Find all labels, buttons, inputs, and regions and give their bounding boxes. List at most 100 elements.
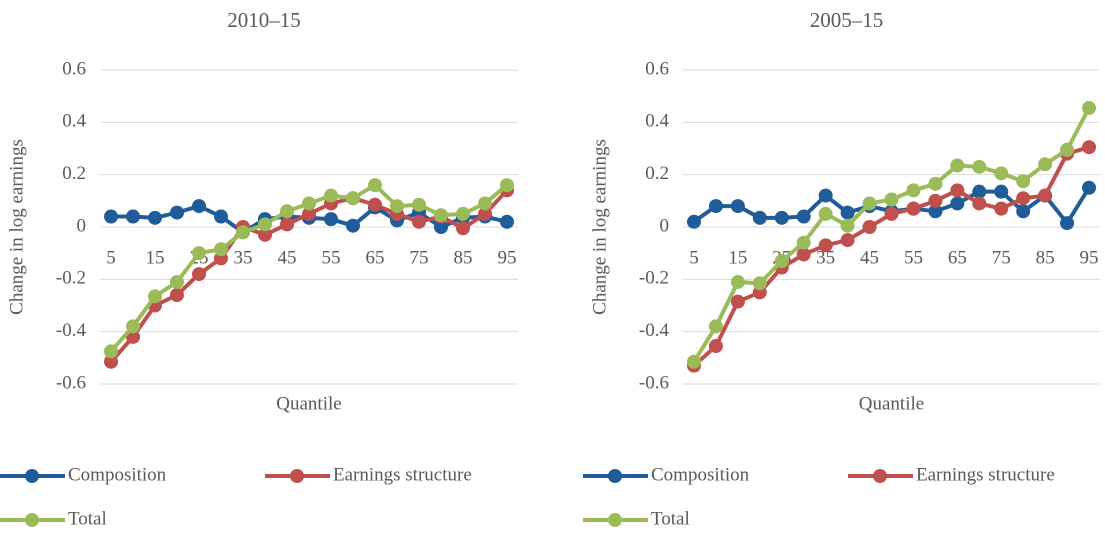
data-point: [170, 205, 184, 220]
x-tick-label: 5: [106, 247, 116, 268]
data-point: [192, 267, 206, 282]
data-point: [928, 176, 943, 191]
data-point: [368, 178, 382, 193]
data-point: [170, 288, 184, 303]
data-point: [994, 166, 1009, 181]
y-tick-label: 0.6: [62, 58, 86, 79]
x-tick-label: 15: [146, 247, 165, 268]
data-point: [840, 233, 855, 248]
data-point: [884, 206, 899, 221]
data-point: [994, 201, 1009, 216]
x-tick-label: 45: [860, 247, 879, 268]
legend-label: Earnings structure: [916, 464, 1055, 485]
data-point: [818, 206, 833, 221]
data-point: [950, 196, 965, 211]
data-point: [302, 206, 316, 221]
y-axis-label: Change in log earnings: [589, 139, 610, 315]
y-tick-label: -0.6: [56, 372, 86, 393]
data-point: [192, 246, 206, 261]
data-point: [708, 339, 723, 354]
data-point: [1016, 204, 1031, 219]
y-tick-label: 0.6: [645, 58, 669, 79]
series-line: [692, 107, 1091, 363]
data-point: [214, 242, 228, 257]
data-point: [456, 221, 470, 236]
data-point: [302, 196, 316, 211]
data-point: [500, 214, 514, 229]
data-point: [258, 227, 272, 242]
data-point: [1038, 157, 1053, 172]
y-tick-label: -0.4: [56, 320, 87, 341]
data-point: [730, 274, 745, 289]
y-tick-label: -0.4: [639, 320, 670, 341]
data-point: [280, 204, 294, 219]
x-tick-label: 75: [410, 247, 429, 268]
legend-label: Composition: [651, 464, 750, 485]
data-point: [236, 225, 250, 240]
data-point: [862, 196, 877, 211]
data-point: [126, 209, 140, 224]
data-point: [928, 204, 943, 219]
data-point: [478, 196, 492, 211]
x-tick-label: 55: [904, 247, 923, 268]
data-point: [730, 294, 745, 309]
data-point: [994, 184, 1009, 199]
chart-title: 2010–15: [227, 8, 301, 32]
chart-title: 2005–15: [810, 8, 884, 32]
x-tick-label: 75: [992, 247, 1011, 268]
data-point: [1016, 191, 1031, 206]
y-tick-label: -0.6: [639, 372, 669, 393]
data-point: [148, 210, 162, 225]
data-point: [950, 158, 965, 173]
data-point: [456, 206, 470, 221]
data-point: [500, 178, 514, 193]
x-tick-label: 85: [454, 247, 473, 268]
data-point: [840, 218, 855, 233]
data-point: [478, 206, 492, 221]
data-point: [730, 199, 745, 214]
y-tick-label: 0: [77, 215, 87, 236]
legend-marker: [608, 469, 622, 483]
x-tick-label: 55: [322, 247, 341, 268]
data-point: [708, 199, 723, 214]
data-point: [390, 199, 404, 214]
data-point: [346, 218, 360, 233]
y-tick-label: 0: [660, 215, 670, 236]
data-point: [324, 188, 338, 203]
data-point: [258, 217, 272, 232]
legend-marker: [873, 469, 887, 483]
data-point: [906, 183, 921, 198]
x-tick-label: 85: [1036, 247, 1055, 268]
data-point: [972, 184, 987, 199]
data-point: [434, 220, 448, 234]
data-point: [1082, 180, 1097, 195]
legend-label: Total: [651, 508, 690, 529]
data-point: [796, 247, 811, 262]
data-point: [214, 209, 228, 224]
data-point: [818, 238, 833, 253]
data-point: [686, 354, 701, 369]
data-point: [884, 192, 899, 207]
data-point: [928, 193, 943, 208]
data-point: [412, 197, 426, 212]
data-point: [796, 209, 811, 224]
x-tick-label: 35: [816, 247, 835, 268]
data-point: [1060, 142, 1075, 157]
legend-marker: [290, 469, 304, 483]
data-point: [434, 208, 448, 223]
data-point: [774, 254, 789, 269]
x-tick-label: 45: [278, 247, 297, 268]
legend-marker: [25, 513, 39, 527]
y-tick-label: 0.4: [645, 111, 669, 132]
data-point: [104, 209, 118, 224]
x-tick-label: 5: [689, 247, 699, 268]
y-tick-label: -0.2: [639, 268, 669, 289]
data-point: [412, 214, 426, 229]
legend-marker: [25, 469, 39, 483]
data-point: [752, 210, 767, 225]
data-point: [686, 214, 701, 229]
x-tick-label: 35: [234, 247, 253, 268]
data-point: [104, 344, 118, 359]
data-point: [192, 199, 206, 214]
